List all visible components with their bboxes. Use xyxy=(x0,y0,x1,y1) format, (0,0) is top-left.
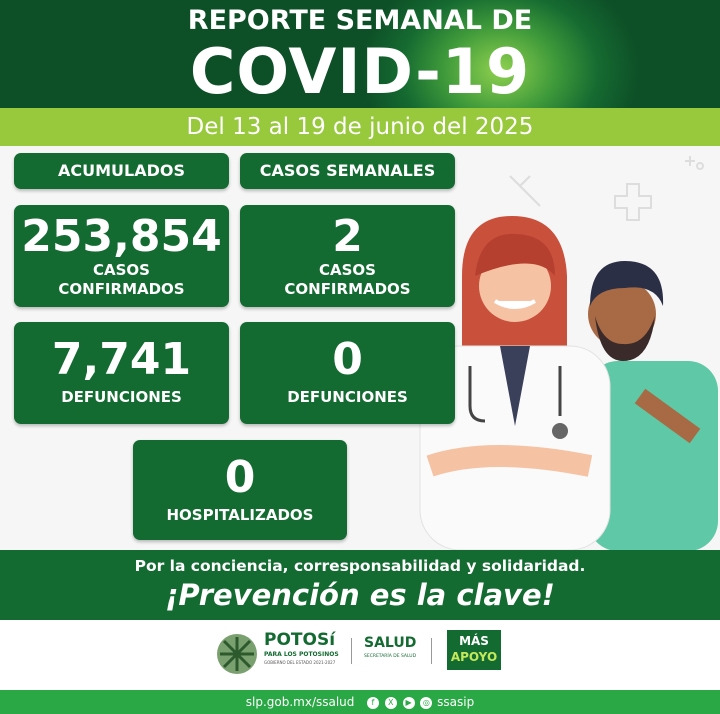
mas-apoyo-logo: MÁS APOYO xyxy=(447,630,501,670)
footer: slp.gob.mx/ssalud f X ▶ ◎ ssasip xyxy=(0,690,720,714)
confirmed-label: CONFIRMADOS xyxy=(284,280,411,298)
slogan-line1: Por la conciencia, corresponsabilidad y … xyxy=(134,557,586,575)
deaths-label: DEFUNCIONES xyxy=(61,388,182,406)
deaths-label: DEFUNCIONES xyxy=(287,388,408,406)
salud-logo-text: SALUD xyxy=(364,635,417,651)
salud-sub: SECRETARÍA DE SALUD xyxy=(364,654,417,659)
hospitalized-label: HOSPITALIZADOS xyxy=(166,506,314,524)
doctors-illustration xyxy=(419,156,718,550)
cumulative-deaths-card: 7,741 DEFUNCIONES xyxy=(14,322,229,424)
slogan-band: Por la conciencia, corresponsabilidad y … xyxy=(0,550,720,620)
potosi-sub2: GOBIERNO DEL ESTADO 2021-2027 xyxy=(264,660,336,665)
male-doctor-body xyxy=(588,361,718,550)
potosi-sub: PARA LOS POTOSINOS xyxy=(264,651,339,658)
social-handle[interactable]: ssasip xyxy=(437,695,475,709)
hospitalized-value: 0 xyxy=(224,452,256,503)
hospitalized-card: 0 HOSPITALIZADOS xyxy=(133,440,347,540)
header-banner: REPORTE SEMANAL DE COVID-19 xyxy=(0,0,720,108)
divider xyxy=(431,638,432,664)
cases-label: CASOS xyxy=(93,261,150,279)
slogan-line2: ¡Prevención es la clave! xyxy=(165,578,555,612)
instagram-icon[interactable]: ◎ xyxy=(420,696,433,709)
divider xyxy=(351,638,352,664)
content-area: ACUMULADOS CASOS SEMANALES 253,854 CASOS… xyxy=(0,146,720,550)
facebook-icon[interactable]: f xyxy=(366,696,379,709)
title-line1: REPORTE SEMANAL DE xyxy=(187,5,533,36)
cumulative-deaths-value: 7,741 xyxy=(51,334,192,385)
cumulative-header: ACUMULADOS xyxy=(14,153,229,189)
weekly-cases-value: 2 xyxy=(332,211,363,262)
weekly-cases-card: 2 CASOS CONFIRMADOS xyxy=(240,205,455,307)
weekly-header: CASOS SEMANALES xyxy=(240,153,455,189)
website-link[interactable]: slp.gob.mx/ssalud xyxy=(245,695,355,709)
cumulative-cases-card: 253,854 CASOS CONFIRMADOS xyxy=(14,205,229,307)
potosi-logo-text: POTOSí xyxy=(264,630,336,650)
date-range: Del 13 al 19 de junio del 2025 xyxy=(0,108,720,146)
cases-label: CASOS xyxy=(319,261,376,279)
potosi-emblem-icon xyxy=(217,634,257,674)
title-line2: COVID-19 xyxy=(189,35,531,108)
confirmed-label: CONFIRMADOS xyxy=(58,280,185,298)
weekly-deaths-card: 0 DEFUNCIONES xyxy=(240,322,455,424)
mas-apoyo-line1: MÁS xyxy=(459,634,489,648)
weekly-deaths-value: 0 xyxy=(332,334,363,385)
logos-bar: POTOSí PARA LOS POTOSINOS GOBIERNO DEL E… xyxy=(0,620,720,690)
mas-apoyo-line2: APOYO xyxy=(450,650,498,664)
x-icon[interactable]: X xyxy=(384,696,397,709)
cumulative-cases-value: 253,854 xyxy=(21,211,222,262)
youtube-icon[interactable]: ▶ xyxy=(402,696,415,709)
